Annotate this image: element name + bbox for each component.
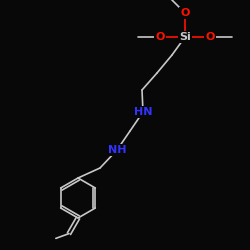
Text: O: O	[180, 8, 190, 18]
Text: O: O	[205, 32, 215, 42]
Text: HN: HN	[134, 107, 152, 117]
Text: Si: Si	[179, 32, 191, 42]
Text: O: O	[155, 32, 165, 42]
Text: NH: NH	[108, 145, 126, 155]
